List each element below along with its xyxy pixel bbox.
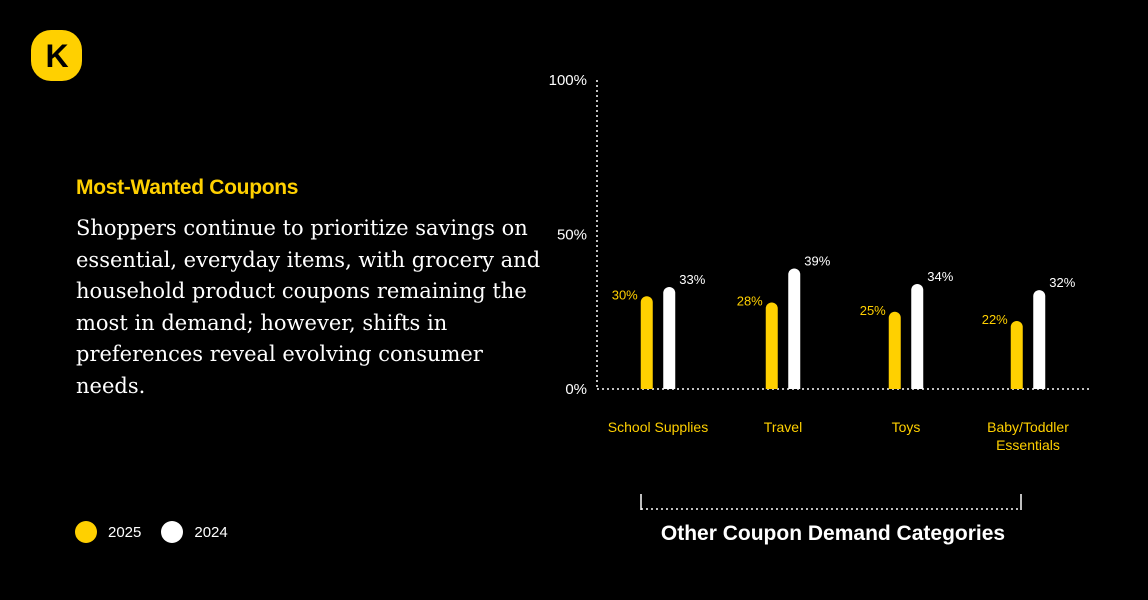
legend-2024-swatch — [161, 521, 184, 543]
section-description: Shoppers continue to prioritize savings … — [76, 216, 541, 398]
bar-value-label-2024: 34% — [927, 269, 953, 284]
y-tick-label: 0% — [565, 381, 587, 398]
bar-value-label-2024: 39% — [804, 253, 830, 268]
x-category-label: Baby/Toddler — [987, 419, 1069, 435]
bar-2024 — [663, 287, 676, 389]
bar-2024 — [788, 268, 801, 389]
legend-2024-label: 2024 — [194, 523, 228, 541]
chart-legend: 2025 2024 — [75, 521, 248, 543]
bar-value-label-2024: 33% — [679, 272, 705, 287]
bar-2025 — [765, 302, 778, 389]
y-tick-label: 50% — [557, 227, 587, 244]
bar-2024 — [911, 283, 924, 389]
x-category-label: Travel — [764, 419, 802, 435]
bar-value-label-2024: 32% — [1049, 275, 1075, 290]
coupon-brand-logo: K — [31, 30, 82, 81]
bar-value-label-2025: 28% — [737, 293, 763, 308]
bar-value-label-2025: 22% — [982, 312, 1008, 327]
bar-2025 — [888, 311, 901, 389]
x-axis-title: Other Coupon Demand Categories — [661, 522, 1005, 545]
logo-letter: K — [45, 38, 68, 74]
bar-value-label-2025: 25% — [860, 303, 886, 318]
x-category-label: Essentials — [996, 437, 1060, 453]
x-category-label: Toys — [892, 419, 921, 435]
y-tick-label: 100% — [549, 72, 587, 89]
bar-2025 — [640, 296, 653, 389]
legend-2025-label: 2025 — [108, 523, 142, 541]
section-heading: Most-Wanted Coupons — [76, 176, 299, 199]
bar-value-label-2025: 30% — [612, 287, 638, 302]
x-category-label: School Supplies — [608, 419, 708, 435]
legend-2025-swatch — [75, 521, 97, 543]
bar-2025 — [1010, 321, 1023, 389]
bar-2024 — [1033, 290, 1046, 389]
